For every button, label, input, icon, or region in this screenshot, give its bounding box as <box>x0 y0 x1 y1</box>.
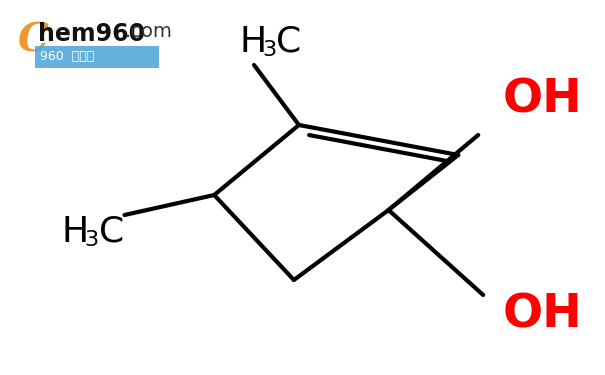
Text: OH: OH <box>503 78 583 123</box>
Text: 3: 3 <box>85 230 99 250</box>
Text: hem960: hem960 <box>38 22 145 46</box>
Text: .com: .com <box>125 22 172 41</box>
Text: H: H <box>62 215 89 249</box>
Text: C: C <box>276 25 301 59</box>
Text: 3: 3 <box>262 40 276 60</box>
Text: 960  化工网: 960 化工网 <box>40 51 94 63</box>
Bar <box>35 46 159 68</box>
Text: C: C <box>99 215 124 249</box>
Text: C: C <box>18 22 49 60</box>
Text: H: H <box>239 25 266 59</box>
Text: OH: OH <box>503 292 583 338</box>
